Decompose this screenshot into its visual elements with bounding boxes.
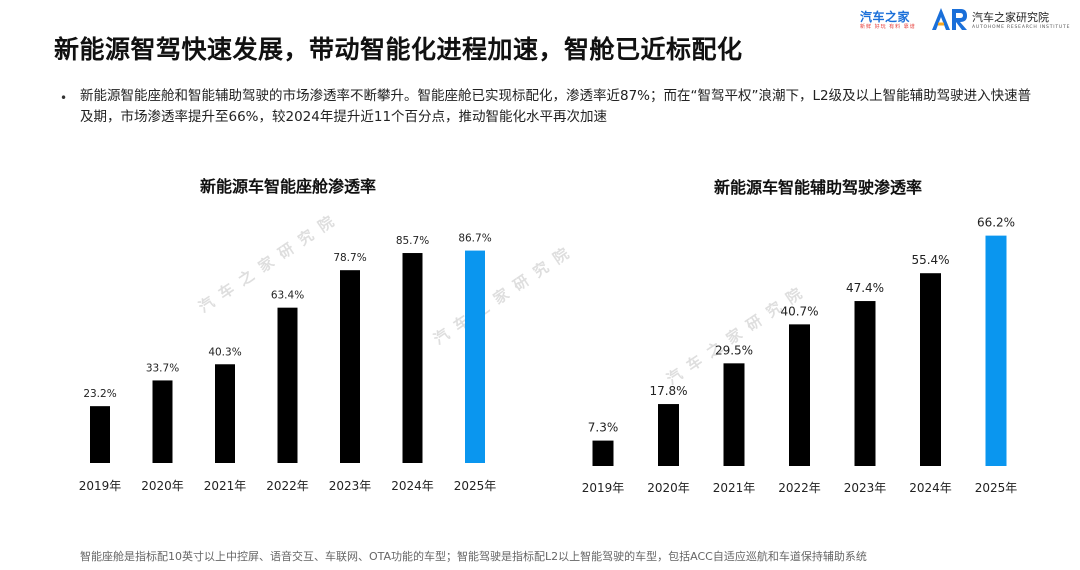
data-label-cockpit-6: 86.7% (458, 233, 491, 245)
data-label-adas-0: 7.3% (588, 421, 619, 435)
tick-label-cockpit-4: 2023年 (329, 479, 372, 493)
footnote: 智能座舱是指标配10英寸以上中控屏、语音交互、车联网、OTA功能的车型；智能驾驶… (80, 550, 867, 563)
data-label-adas-1: 17.8% (649, 384, 687, 398)
tick-label-cockpit-5: 2024年 (391, 479, 434, 493)
tick-label-adas-1: 2020年 (647, 481, 690, 495)
data-label-cockpit-1: 33.7% (146, 362, 179, 374)
tick-label-adas-2: 2021年 (713, 481, 756, 495)
institute-logo-icon (932, 8, 967, 30)
data-label-adas-4: 47.4% (846, 281, 884, 295)
data-label-adas-2: 29.5% (715, 343, 753, 357)
summary-text: 新能源智能座舱和智能辅助驾驶的市场渗透率不断攀升。智能座舱已实现标配化，渗透率近… (80, 88, 1032, 125)
page-title: 新能源智驾快速发展，带动智能化进程加速，智舱已近标配化 (54, 35, 743, 64)
bar-cockpit-2 (215, 364, 235, 463)
autohome-logo-slogan: 新鲜 好玩 有料 靠谱 (860, 24, 916, 30)
data-label-cockpit-0: 23.2% (83, 388, 116, 400)
tick-label-adas-0: 2019年 (582, 481, 625, 495)
tick-label-adas-4: 2023年 (844, 481, 887, 495)
tick-label-adas-5: 2024年 (909, 481, 952, 495)
data-label-adas-6: 66.2% (977, 216, 1015, 230)
institute-name: 汽车之家研究院 (972, 11, 1049, 24)
tick-label-cockpit-0: 2019年 (79, 479, 122, 493)
bullet-icon: • (60, 91, 68, 105)
bar-adas-1 (658, 404, 679, 466)
bar-adas-4 (854, 301, 876, 466)
bar-cockpit-6 (465, 250, 485, 463)
data-label-cockpit-5: 85.7% (396, 235, 429, 247)
data-label-adas-5: 55.4% (911, 253, 949, 267)
bar-cockpit-3 (277, 307, 298, 463)
autohome-logo-text: 汽车之家 (860, 10, 911, 24)
data-label-adas-3: 40.7% (780, 304, 818, 318)
tick-label-adas-3: 2022年 (778, 481, 821, 495)
bar-chart-adas: 7.3% 2019年 17.8% 2020年 29.5% 2021年 40.7% 2022年 4… (582, 216, 1018, 495)
bar-cockpit-0 (90, 406, 110, 463)
tick-label-cockpit-3: 2022年 (266, 479, 309, 493)
bar-cockpit-5 (402, 253, 423, 463)
data-label-cockpit-2: 40.3% (208, 346, 241, 358)
bar-adas-0 (592, 440, 614, 466)
data-label-cockpit-3: 63.4% (271, 290, 304, 302)
logo-area: 汽车之家 新鲜 好玩 有料 靠谱 汽车之家研究院 AUTOHOME RESEAR… (860, 6, 1070, 36)
data-label-cockpit-4: 78.7% (333, 252, 366, 264)
tick-label-cockpit-6: 2025年 (454, 479, 497, 493)
bar-adas-6 (985, 235, 1007, 466)
bar-chart-cockpit: 23.2% 2019年 33.7% 2020年 40.3% 2021年 63.4% 2022年… (79, 233, 497, 493)
bar-adas-2 (723, 363, 745, 466)
tick-label-cockpit-1: 2020年 (141, 479, 184, 493)
chart-title-adas: 新能源车智能辅助驾驶渗透率 (713, 178, 923, 197)
chart-title-cockpit: 新能源车智能座舱渗透率 (199, 177, 377, 196)
bar-adas-3 (789, 324, 810, 466)
bar-adas-5 (920, 273, 941, 466)
institute-name-en: AUTOHOME RESEARCH INSTITUTE (972, 25, 1071, 30)
tick-label-cockpit-2: 2021年 (204, 479, 247, 493)
bar-cockpit-4 (340, 270, 360, 463)
bar-cockpit-1 (152, 380, 173, 463)
tick-label-adas-6: 2025年 (975, 481, 1018, 495)
